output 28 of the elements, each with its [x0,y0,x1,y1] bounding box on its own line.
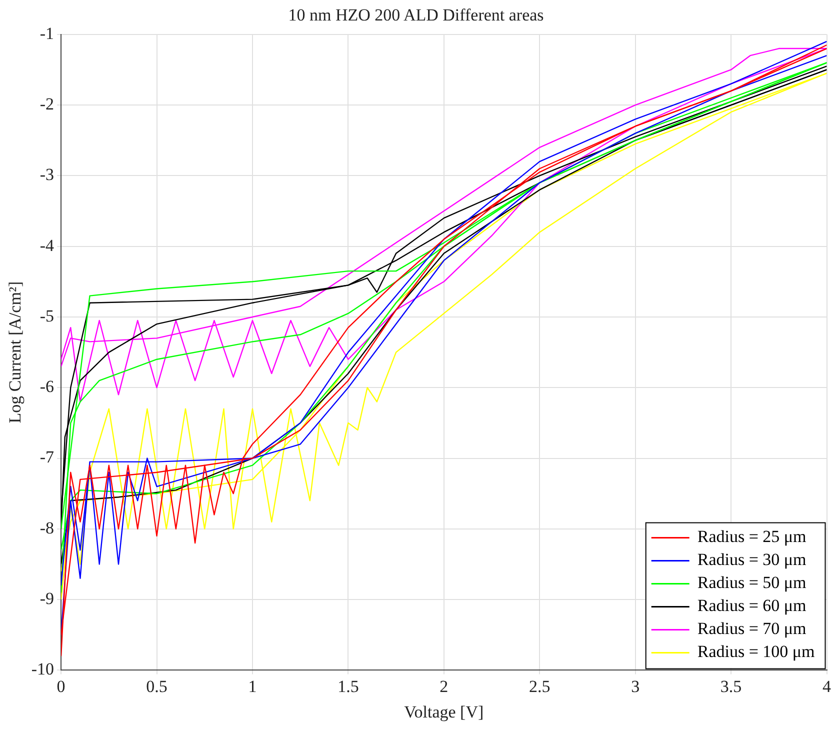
y-tick-label: -7 [40,448,55,467]
x-tick-label: 1.5 [338,676,359,696]
legend-label: Radius = 100 μm [697,642,815,662]
y-tick-label: -5 [40,306,54,326]
legend-label: Radius = 50 μm [697,573,806,592]
y-tick-label: -4 [40,236,55,255]
y-tick-label: -2 [40,94,54,114]
x-tick-label: 2.5 [528,676,550,696]
x-tick-label: 0 [56,676,66,696]
chart-title: 10 nm HZO 200 ALD Different areas [288,6,544,25]
y-tick-label: -6 [40,377,54,396]
legend-label: Radius = 70 μm [697,619,806,638]
x-tick-label: 3 [631,676,640,696]
y-tick-label: -1 [40,24,54,43]
y-tick-label: -9 [40,589,54,608]
x-tick-label: 2 [440,676,448,696]
legend-label: Radius = 25 μm [697,527,806,546]
x-tick-label: 1 [248,676,257,696]
legend-label: Radius = 30 μm [697,550,806,570]
x-tick-label: 4 [822,676,832,696]
x-axis-title: Voltage [V] [404,702,484,722]
y-tick-label: -8 [40,518,54,538]
y-tick-label: -3 [40,165,54,184]
x-tick-label: 3.5 [720,676,742,696]
y-tick-label: -10 [31,660,54,679]
x-tick-label: 0.5 [146,676,168,696]
y-axis-title: Log Current [A/cm²] [6,281,25,424]
legend-label: Radius = 60 μm [697,596,806,616]
